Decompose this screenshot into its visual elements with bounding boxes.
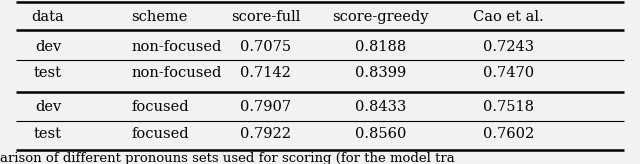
Text: scheme: scheme (131, 10, 188, 24)
Text: score-full: score-full (231, 10, 300, 24)
Text: data: data (31, 10, 65, 24)
Text: test: test (34, 66, 62, 80)
Text: 0.7907: 0.7907 (240, 100, 291, 114)
Text: 0.8188: 0.8188 (355, 40, 406, 54)
Text: focused: focused (131, 100, 189, 114)
Text: focused: focused (131, 127, 189, 141)
Text: 0.8560: 0.8560 (355, 127, 406, 141)
Text: 0.7243: 0.7243 (483, 40, 534, 54)
Text: 0.7518: 0.7518 (483, 100, 534, 114)
Text: arison of different pronouns sets used for scoring (for the model tra: arison of different pronouns sets used f… (0, 152, 455, 164)
Text: score-greedy: score-greedy (333, 10, 429, 24)
Text: test: test (34, 127, 62, 141)
Text: 0.7602: 0.7602 (483, 127, 534, 141)
Text: 0.7470: 0.7470 (483, 66, 534, 80)
Text: non-focused: non-focused (131, 66, 221, 80)
Text: dev: dev (35, 100, 61, 114)
Text: 0.7075: 0.7075 (240, 40, 291, 54)
Text: 0.8399: 0.8399 (355, 66, 406, 80)
Text: non-focused: non-focused (131, 40, 221, 54)
Text: 0.8433: 0.8433 (355, 100, 406, 114)
Text: 0.7922: 0.7922 (240, 127, 291, 141)
Text: Cao et al.: Cao et al. (474, 10, 544, 24)
Text: 0.7142: 0.7142 (240, 66, 291, 80)
Text: dev: dev (35, 40, 61, 54)
